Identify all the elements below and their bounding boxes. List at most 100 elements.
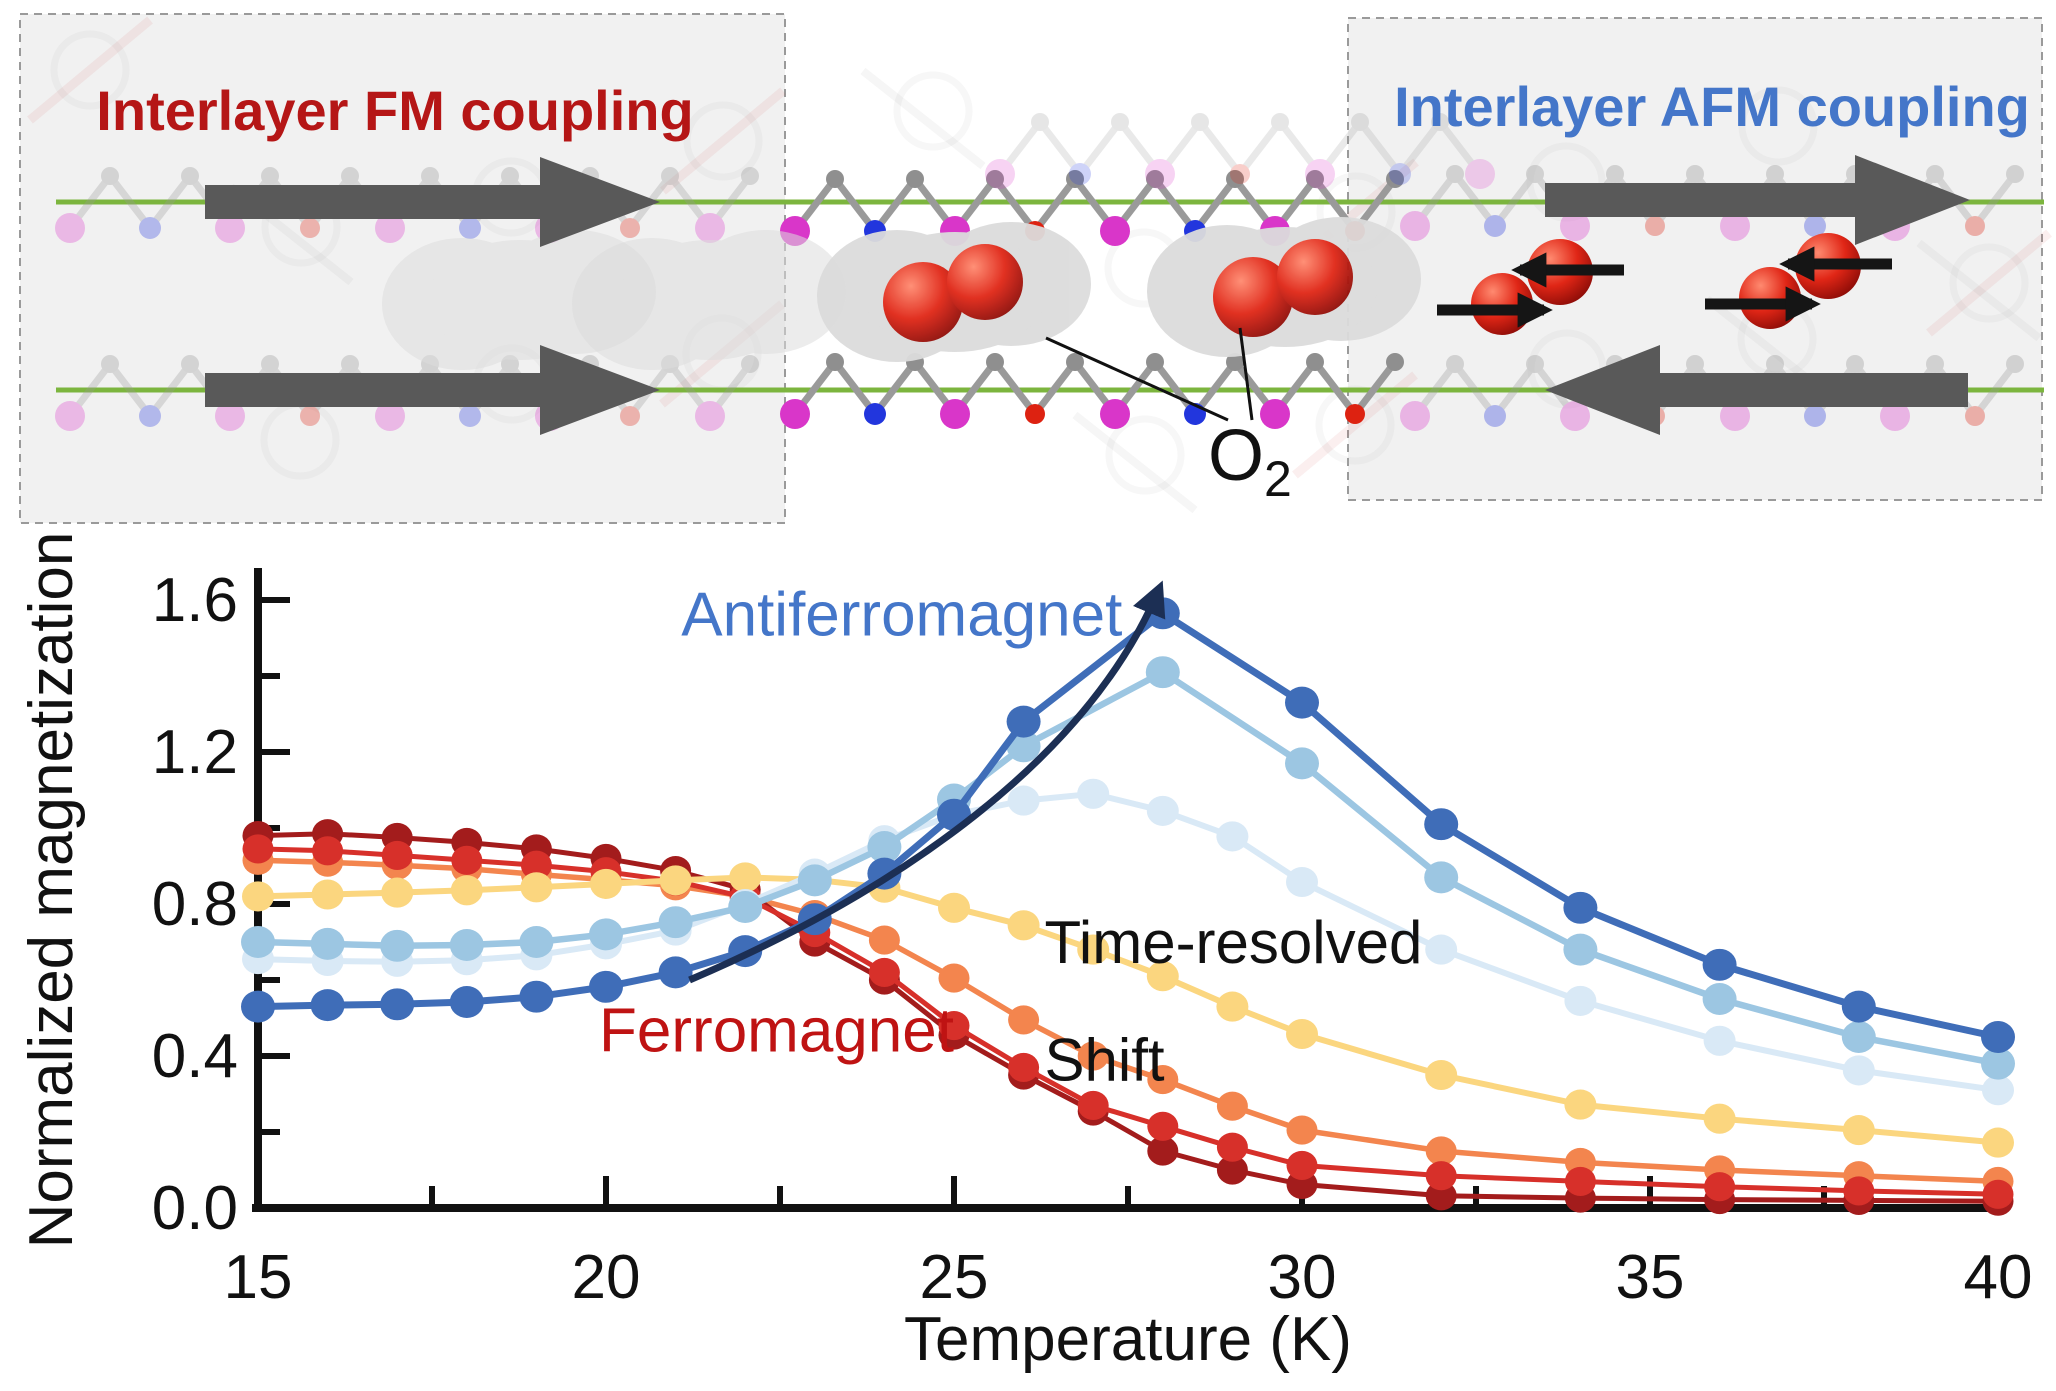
layer-moment-arrow xyxy=(1545,345,1968,435)
chain-bond xyxy=(147,361,193,419)
data-point xyxy=(380,929,415,962)
chain-bond xyxy=(147,173,193,231)
chart-series xyxy=(241,597,2015,1216)
data-point xyxy=(1006,705,1041,738)
chain-atom xyxy=(55,401,85,431)
layer-moment-arrow xyxy=(205,345,660,435)
haze-ring xyxy=(683,101,763,181)
series-line-ferromagnet-red xyxy=(255,846,2001,1197)
data-point xyxy=(1008,1005,1040,1035)
chain-atom xyxy=(864,403,886,425)
data-point xyxy=(1425,1059,1458,1091)
series-points-antiferromagnet-dark-blue xyxy=(241,597,2015,1053)
chain-atom xyxy=(620,218,640,238)
chain-atom xyxy=(459,405,481,427)
chain-bond xyxy=(1412,361,1458,419)
data-point xyxy=(380,988,415,1021)
chain-atom xyxy=(1560,211,1590,241)
o2-molecule-sphere xyxy=(947,244,1023,320)
chain-bond xyxy=(1357,119,1403,177)
chain-atom xyxy=(1400,211,1430,241)
data-point xyxy=(1842,1115,1875,1146)
chain-atom xyxy=(459,217,481,239)
chain-atom xyxy=(421,167,439,185)
chain-atom xyxy=(1446,355,1464,373)
chain-bond xyxy=(1037,119,1083,177)
y-axis-title: Normalized magnetization xyxy=(17,532,86,1249)
y-tick-label: 0.0 xyxy=(152,1174,238,1243)
chain-atom xyxy=(300,218,320,238)
chain-bond xyxy=(992,176,1038,234)
chain-bond xyxy=(1452,171,1498,229)
data-point xyxy=(1704,1172,1736,1202)
o2-molecule-sphere xyxy=(1471,273,1533,335)
data-point xyxy=(1146,795,1179,826)
o2-molecule-sphere xyxy=(1739,267,1801,329)
chain-atom xyxy=(826,170,844,188)
chain-atom xyxy=(1431,113,1449,131)
data-point xyxy=(1077,1090,1109,1120)
series-ferromagnet-orange xyxy=(242,845,2014,1196)
chain-atom xyxy=(1926,355,1944,373)
chain-atom xyxy=(1305,159,1335,189)
data-point xyxy=(1216,1132,1248,1162)
chain-atom xyxy=(1926,165,1944,183)
chain-atom xyxy=(1560,401,1590,431)
data-point xyxy=(1563,891,1598,924)
data-point xyxy=(310,927,345,960)
chain-atom xyxy=(101,167,119,185)
chain-atom xyxy=(1271,113,1289,131)
layer-moment-arrow xyxy=(1545,155,1970,245)
chain-bond xyxy=(1237,119,1283,177)
chain-atom xyxy=(1260,399,1290,429)
data-point xyxy=(520,850,552,880)
data-point xyxy=(1841,990,1876,1023)
chain-atom xyxy=(2006,165,2024,183)
chain-atom xyxy=(1484,215,1506,237)
data-point xyxy=(1147,1111,1179,1141)
chain-atom xyxy=(181,167,199,185)
chain-atom xyxy=(741,355,759,373)
data-point xyxy=(1145,656,1180,689)
blob-lobe xyxy=(428,240,612,360)
data-point xyxy=(1982,1075,2014,1106)
chain-atom xyxy=(139,217,161,239)
data-point xyxy=(242,881,274,912)
chain-atom xyxy=(1686,355,1704,373)
data-point xyxy=(242,834,274,864)
data-point xyxy=(1007,910,1040,941)
chain-atom xyxy=(1846,355,1864,373)
chain-atom xyxy=(1066,170,1084,188)
o2-annotation: O2 xyxy=(1045,327,1292,507)
afm-panel-box xyxy=(1347,17,2043,501)
data-point xyxy=(1286,1018,1318,1050)
chain-bond xyxy=(992,359,1038,417)
chain-atom xyxy=(1965,406,1985,426)
chain-bond xyxy=(667,361,713,419)
chain-atom xyxy=(1025,404,1045,424)
o2-pointer-line xyxy=(1045,336,1229,422)
time-resolved-shift-label-line2: Shift xyxy=(1044,1027,1164,1094)
molecular-artwork xyxy=(27,16,2052,514)
chain-atom xyxy=(101,355,119,373)
chain-atom xyxy=(1389,163,1411,185)
y-tick-label: 1.2 xyxy=(152,718,238,787)
series-antiferromagnet-dark-blue xyxy=(241,597,2015,1053)
data-point xyxy=(797,864,832,897)
chain-atom xyxy=(261,167,279,185)
data-point xyxy=(868,925,900,955)
chain-atom xyxy=(741,167,759,185)
series-ferromagnet-dark-red xyxy=(242,819,2014,1216)
chain-atom xyxy=(695,213,725,243)
chain-bond xyxy=(1412,171,1458,229)
chain-bond xyxy=(1157,119,1203,177)
chain-atom xyxy=(1146,170,1164,188)
chain-bond xyxy=(1032,176,1078,234)
haze-stroke xyxy=(1072,411,1198,514)
data-point xyxy=(312,836,344,866)
chain-atom xyxy=(986,170,1004,188)
ferromagnet-label: Ferromagnet xyxy=(599,997,954,1066)
chain-atom xyxy=(1386,170,1404,188)
afm-o2-dumbbell xyxy=(1437,239,1624,335)
